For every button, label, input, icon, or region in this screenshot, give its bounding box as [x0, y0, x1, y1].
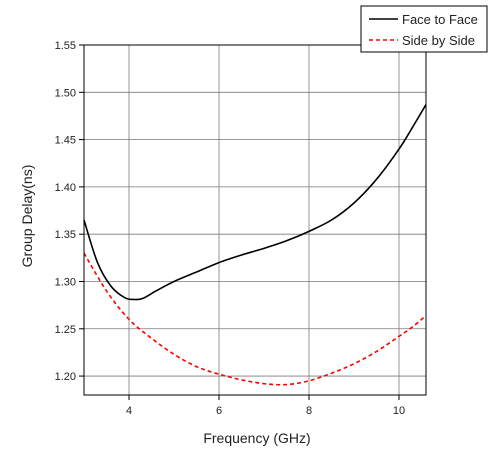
x-tick-label: 4 — [126, 405, 132, 417]
series-layer — [83, 104, 427, 386]
y-tick-label: 1.40 — [55, 182, 76, 194]
y-tick-label: 1.45 — [55, 135, 76, 147]
x-tick-label: 6 — [216, 405, 222, 417]
x-tick-label: 8 — [306, 405, 312, 417]
x-axis-title: Frequency (GHz) — [203, 430, 310, 446]
y-axis-title: Group Delay(ns) — [19, 165, 35, 268]
grid-lines — [84, 44, 426, 395]
y-tick-label: 1.20 — [55, 371, 76, 383]
y-tick-label: 1.50 — [55, 87, 76, 99]
y-tick-label: 1.35 — [55, 229, 76, 241]
legend: Face to Face Side by Side — [360, 5, 488, 53]
y-tick-label: 1.30 — [55, 276, 76, 288]
axis-ticks: 4 6 8 10 1.20 1.25 1.30 1.35 1.40 1.45 1.50 1.55 — [55, 40, 406, 417]
series-line-side-by-side — [83, 252, 427, 386]
legend-label-face-to-face: Face to Face — [402, 12, 478, 27]
plot-frame — [83, 44, 427, 396]
y-tick-label: 1.25 — [55, 324, 76, 336]
y-tick-label: 1.55 — [55, 40, 76, 52]
series-line-face-to-face — [83, 104, 427, 301]
x-tick-label: 10 — [393, 405, 405, 417]
legend-box — [360, 5, 488, 53]
legend-label-side-by-side: Side by Side — [402, 33, 475, 48]
